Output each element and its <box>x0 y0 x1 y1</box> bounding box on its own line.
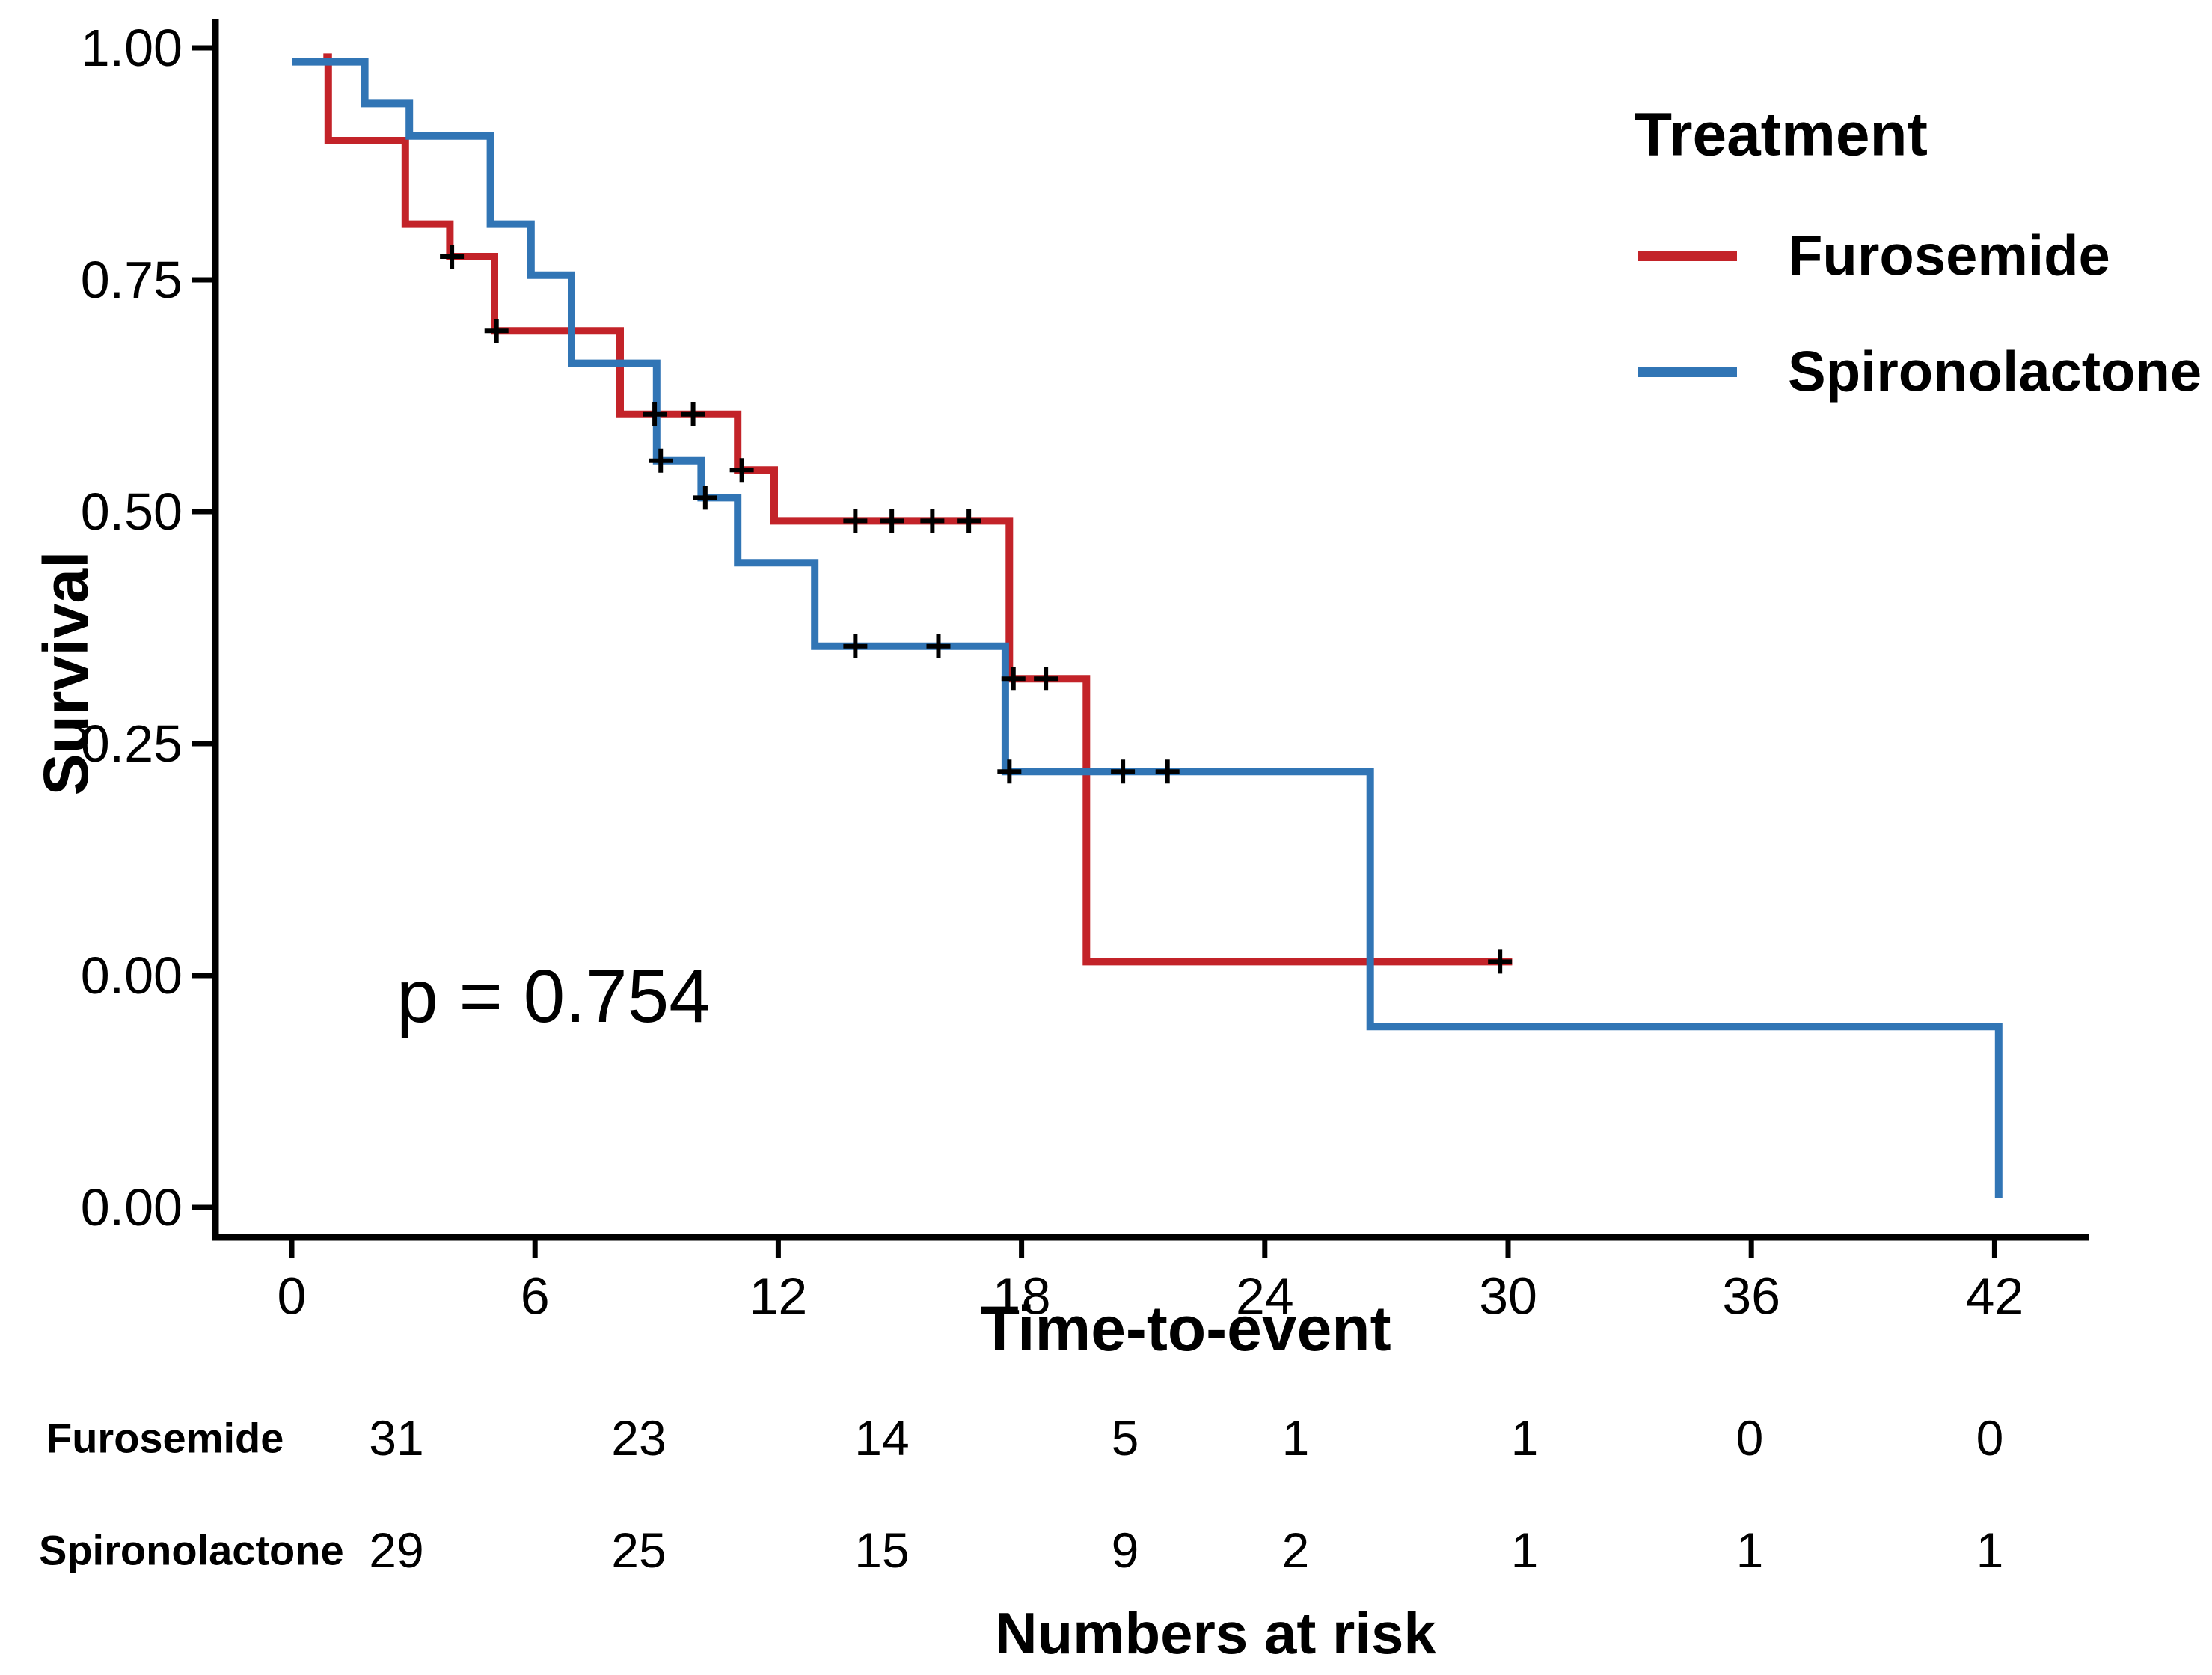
x-tick-label: 36 <box>1722 1267 1780 1325</box>
spironolactone-censor-mark <box>843 634 868 658</box>
risk-value: 1 <box>1736 1522 1764 1578</box>
risk-value: 9 <box>1112 1522 1139 1578</box>
furosemide-censor-mark <box>643 402 667 426</box>
furosemide-censor-mark <box>1488 949 1513 974</box>
x-tick-label: 18 <box>993 1267 1051 1325</box>
x-tick-label: 12 <box>749 1267 807 1325</box>
furosemide-censor-mark <box>957 509 981 533</box>
risk-value: 5 <box>1112 1410 1139 1466</box>
y-tick-label: 0.00 <box>81 1178 183 1237</box>
risk-value: 0 <box>1976 1410 2004 1466</box>
spironolactone-censor-mark <box>1155 759 1180 784</box>
spironolactone-censor-mark <box>1111 759 1136 784</box>
legend-items: Furosemide Spironolactone <box>1638 224 2202 404</box>
risk-value: 1 <box>1976 1522 2004 1578</box>
furosemide-censor-mark <box>920 509 945 533</box>
x-tick-label: 0 <box>278 1267 307 1325</box>
risk-value: 1 <box>1282 1410 1310 1466</box>
spironolactone-censor-mark <box>926 634 951 658</box>
legend-title: Treatment <box>1635 101 1928 169</box>
risk-value: 23 <box>611 1410 666 1466</box>
x-axis-ticks: 0 6 12 18 24 30 36 42 <box>278 1237 2023 1325</box>
x-tick-label: 24 <box>1236 1267 1294 1325</box>
furosemide-censor-mark <box>440 245 465 269</box>
risk-value: 0 <box>1736 1410 1764 1466</box>
furosemide-censor-mark <box>681 402 705 426</box>
risk-row-label-furosemide: Furosemide <box>46 1415 284 1462</box>
furosemide-censor-mark <box>843 509 868 533</box>
x-tick-label: 30 <box>1479 1267 1537 1325</box>
x-axis-title: Time-to-event <box>980 1293 1391 1364</box>
y-axis-title: Survival <box>31 551 101 796</box>
risk-value: 15 <box>854 1522 909 1578</box>
legend-label-furosemide: Furosemide <box>1788 224 2110 288</box>
y-axis-ticks: 1.00 0.75 0.50 0.25 0.00 0.00 <box>81 19 215 1237</box>
y-tick-label: 0.50 <box>81 483 183 541</box>
spironolactone-censor-mark <box>693 486 717 510</box>
legend-label-spironolactone: Spironolactone <box>1788 340 2202 404</box>
p-value-annotation: p = 0.754 <box>396 955 711 1038</box>
risk-value: 14 <box>854 1410 909 1466</box>
furosemide-curve <box>323 53 1513 966</box>
risk-value: 1 <box>1511 1410 1539 1466</box>
furosemide-censor-mark <box>484 319 509 343</box>
y-tick-label: 0.25 <box>81 714 183 773</box>
numbers-at-risk-title: Numbers at risk <box>995 1600 1436 1666</box>
furosemide-censor-mark <box>880 509 904 533</box>
y-tick-label: 1.00 <box>81 19 183 77</box>
risk-value: 29 <box>369 1522 423 1578</box>
furosemide-censor-mark <box>1001 667 1026 691</box>
y-tick-label: 0.00 <box>81 946 183 1005</box>
risk-value: 2 <box>1282 1522 1310 1578</box>
x-tick-label: 42 <box>1965 1267 2023 1325</box>
furosemide-censor-mark <box>1034 667 1058 691</box>
spironolactone-censor-mark <box>997 759 1022 784</box>
furosemide-censor-mark <box>729 458 754 483</box>
x-tick-label: 6 <box>521 1267 550 1325</box>
risk-value: 1 <box>1511 1522 1539 1578</box>
axes <box>212 19 2089 1241</box>
y-tick-label: 0.75 <box>81 251 183 309</box>
risk-value: 25 <box>611 1522 666 1578</box>
risk-row-label-spironolactone: Spironolactone <box>39 1527 344 1574</box>
spironolactone-censor-mark <box>649 448 673 473</box>
risk-value: 31 <box>369 1410 423 1466</box>
censor-marks <box>440 245 1513 974</box>
risk-table-values: 31 23 14 5 1 1 0 0 29 25 15 9 2 1 1 1 <box>369 1410 2003 1578</box>
